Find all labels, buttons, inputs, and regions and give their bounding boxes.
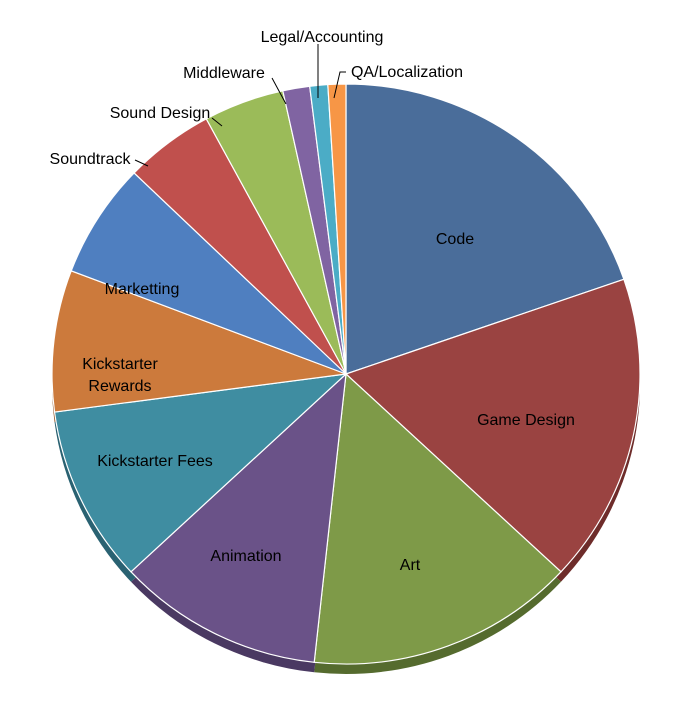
- slice-kickstarter-fees: [53, 373, 348, 573]
- leader-line-sound-design: [211, 117, 223, 127]
- slice-label-middleware: Middleware: [183, 65, 265, 82]
- slice-art: [313, 372, 562, 665]
- slice-label-sound-design: Sound Design: [110, 105, 211, 122]
- leader-line-qa-localization: [333, 71, 346, 99]
- slice-kickstarter-rewards: [51, 270, 347, 413]
- slice-label-game-design: Game Design: [477, 412, 575, 429]
- slice-label-art: Art: [400, 557, 421, 574]
- slice-label-marketting: Marketting: [105, 281, 180, 298]
- slice-game-design: [344, 278, 641, 573]
- slice-label-qa-localization: QA/Localization: [351, 64, 463, 81]
- slice-label-kickstarter-rewards: Kickstarter Rewards: [82, 356, 158, 395]
- slice-label-soundtrack: Soundtrack: [50, 151, 132, 168]
- slice-labels-layer: Code Game Design Art Animation Kickstarter F…: [50, 29, 575, 574]
- slice-label-kickstarter-fees: Kickstarter Fees: [97, 453, 213, 470]
- slice-animation: [130, 372, 347, 663]
- leader-line-soundtrack: [134, 159, 149, 167]
- leader-lines-layer: [134, 44, 346, 167]
- leader-line-middleware: [271, 77, 287, 105]
- slice-label-code: Code: [436, 231, 474, 248]
- slice-label-animation: Animation: [210, 548, 281, 565]
- slice-code: [345, 83, 625, 375]
- slice-label-legal-accounting: Legal/Accounting: [261, 29, 384, 46]
- pie-slices-layer: [51, 83, 641, 665]
- slice-marketting: [70, 172, 347, 375]
